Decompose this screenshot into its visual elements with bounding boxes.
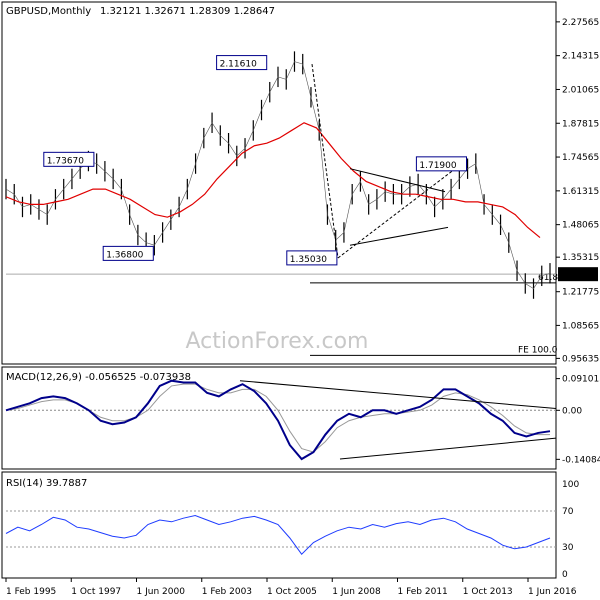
current-price-box [558, 267, 598, 282]
rsi-tick-label: 30 [562, 543, 574, 553]
symbol-title: GBPUSD,Monthly [6, 6, 91, 17]
rsi-tick-label: 70 [562, 507, 574, 517]
x-tick-label: 1 Oct 1997 [71, 587, 121, 597]
rsi-panel-frame [1, 471, 557, 579]
macd-tick-label: -0.140843 [562, 455, 600, 465]
price-tick-label: 1.87815 [562, 119, 599, 129]
projection-dashed-line [311, 64, 339, 259]
price-annotation-label: 1.71900 [419, 161, 456, 171]
x-tick-label: 1 Feb 1995 [6, 587, 56, 597]
fib-level-label: FE 100.0 [518, 345, 558, 355]
fib-level-label: 61.8 [538, 273, 558, 283]
x-tick-label: 1 Feb 2003 [202, 587, 252, 597]
ohlc-readout: 1.32121 1.32671 1.28309 1.28647 [100, 6, 275, 17]
price-tick-label: 1.35315 [562, 253, 599, 263]
macd-upper-trendline [239, 380, 557, 410]
price-tick-label: 1.61315 [562, 187, 599, 197]
macd-title: MACD(12,26,9) -0.056525 -0.073938 [6, 372, 191, 383]
price-layer: 2.27565 2.14315 2.01065 1.87815 1.74565 1.613… [5, 18, 599, 364]
x-tick-label: 1 Jun 2008 [332, 587, 381, 597]
price-annotation-box [102, 245, 154, 261]
projection-dashed-line [337, 163, 463, 259]
x-tick-label: 1 Jun 2016 [528, 587, 577, 597]
price-tick-label: 2.27565 [562, 18, 599, 28]
price-tick-label: 0.95635 [562, 354, 599, 364]
price-annotation-box [216, 55, 268, 71]
x-axis: 1 Feb 1995 1 Oct 1997 1 Jun 2000 1 Feb 2003… [5, 578, 577, 597]
macd-signal-line [5, 383, 550, 453]
price-annotation-label: 1.73670 [47, 156, 84, 166]
price-tick-label: 1.21775 [562, 288, 599, 298]
price-tick-label: 1.08565 [562, 321, 599, 331]
rsi-layer: 100 70 30 0 [5, 480, 579, 580]
rsi-tick-label: 0 [562, 570, 568, 580]
current-price-label: 1.28647 [560, 271, 597, 281]
price-tick-label: 1.48065 [562, 221, 599, 231]
price-tick-label: 1.74565 [562, 153, 599, 163]
x-tick-label: 1 Feb 2011 [398, 587, 448, 597]
macd-panel-frame [1, 366, 557, 470]
price-annotation-label: 2.11610 [220, 60, 257, 70]
macd-lower-trendline [339, 437, 557, 460]
macd-layer: 0.091015 0.00 -0.140843 [5, 375, 600, 465]
price-series-line [5, 61, 551, 289]
rsi-tick-label: 100 [562, 480, 579, 490]
rsi-title: RSI(14) 39.7887 [6, 478, 87, 489]
price-panel-frame [1, 1, 557, 365]
price-annotation-label: 1.35030 [290, 255, 327, 265]
x-tick-label: 1 Oct 2013 [463, 587, 513, 597]
macd-main-line [5, 379, 551, 461]
price-annotation-label: 1.36800 [106, 250, 143, 260]
price-annotation-box [286, 250, 338, 266]
macd-tick-label: 0.00 [562, 406, 582, 416]
triangle-upper-trendline [349, 168, 446, 193]
price-annotation-box [415, 156, 467, 172]
x-tick-label: 1 Oct 2005 [267, 587, 317, 597]
rsi-line [5, 514, 551, 555]
watermark: ActionForex.com [186, 329, 369, 354]
moving-average-line [5, 122, 541, 239]
x-tick-label: 1 Jun 2000 [137, 587, 186, 597]
macd-tick-label: 0.091015 [562, 375, 600, 385]
price-annotation-box [43, 151, 95, 167]
triangle-lower-trendline [349, 226, 449, 246]
price-tick-label: 2.14315 [562, 52, 599, 62]
price-tick-label: 2.01065 [562, 85, 599, 95]
